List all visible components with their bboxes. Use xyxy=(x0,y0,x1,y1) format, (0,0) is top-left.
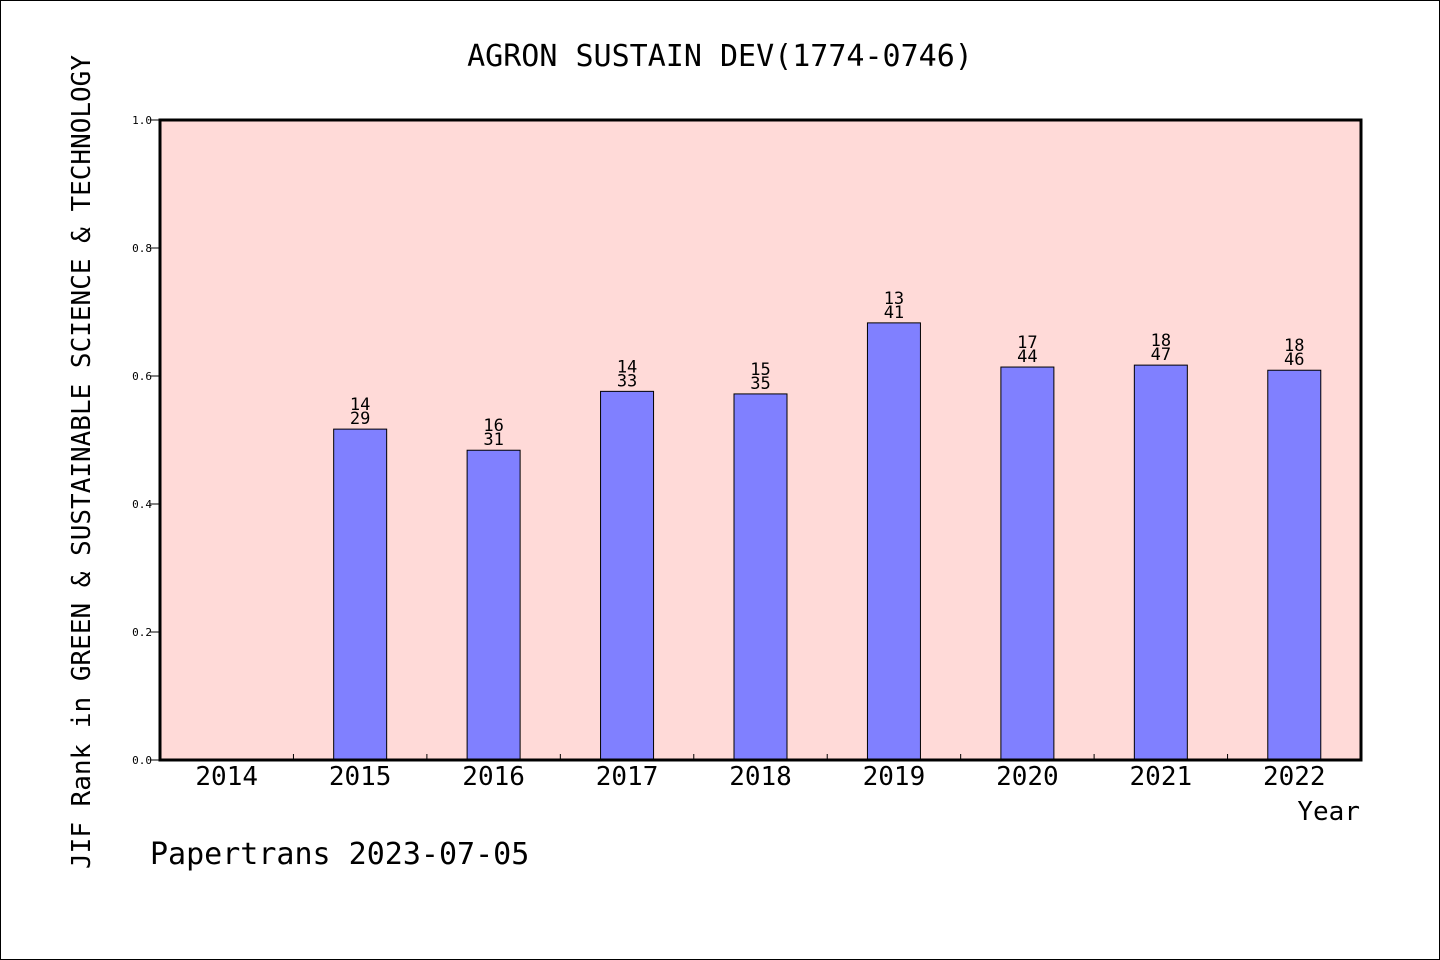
x-tick-label: 2016 xyxy=(462,762,525,792)
y-tick-label: 0.0 xyxy=(132,754,152,767)
rank-label: 13 xyxy=(884,289,904,309)
rank-label: 16 xyxy=(483,416,503,436)
x-tick-label: 2014 xyxy=(195,762,258,792)
x-tick-label: 2020 xyxy=(996,762,1059,792)
bar-2016 xyxy=(466,449,521,761)
y-tick-label: 0.4 xyxy=(132,498,152,511)
y-tick-label: 0.6 xyxy=(132,370,152,383)
footer-credit: Papertrans 2023-07-05 xyxy=(150,837,529,872)
bar-2015 xyxy=(333,428,388,761)
bar-2019 xyxy=(866,322,921,761)
total-label: 31 xyxy=(483,430,503,450)
total-label: 44 xyxy=(1017,347,1037,367)
rank-label: 14 xyxy=(617,357,637,377)
total-label: 47 xyxy=(1151,345,1171,365)
y-tick-label: 0.8 xyxy=(132,242,152,255)
rank-label: 18 xyxy=(1284,336,1304,356)
bar-2022 xyxy=(1267,369,1322,761)
rank-label: 15 xyxy=(750,360,770,380)
bar-2021 xyxy=(1133,364,1188,761)
y-axis-label: JIF Rank in GREEN & SUSTAINABLE SCIENCE … xyxy=(67,55,97,869)
x-tick-label: 2022 xyxy=(1263,762,1326,792)
x-tick-label: 2015 xyxy=(329,762,392,792)
total-label: 33 xyxy=(617,371,637,391)
chart-title: AGRON SUSTAIN DEV(1774-0746) xyxy=(467,39,973,74)
x-tick-label: 2018 xyxy=(729,762,792,792)
bar-2017 xyxy=(600,390,655,761)
x-tick-label: 2021 xyxy=(1130,762,1193,792)
x-tick-label: 2019 xyxy=(863,762,926,792)
y-tick-label: 1.0 xyxy=(132,114,152,127)
y-ticks-group: 0.0 0.2 0.4 0.6 0.8 1.0 xyxy=(132,114,160,767)
rank-label: 17 xyxy=(1017,333,1037,353)
bar-2018 xyxy=(733,393,788,761)
plot-border xyxy=(158,118,1363,762)
x-axis-label: Year xyxy=(1297,797,1360,827)
total-label: 41 xyxy=(884,303,904,323)
rank-label: 14 xyxy=(350,395,370,415)
total-label: 46 xyxy=(1284,350,1304,370)
rank-label: 18 xyxy=(1151,331,1171,351)
total-label: 35 xyxy=(750,374,770,394)
x-ticks-group: 2014 2015 2016 2017 2018 2019 2020 2021 2022 xyxy=(195,754,1326,792)
bars-group xyxy=(333,322,1322,761)
total-label: 29 xyxy=(350,409,370,429)
y-tick-label: 0.2 xyxy=(132,626,152,639)
bar-2020 xyxy=(1000,366,1055,761)
x-tick-label: 2017 xyxy=(596,762,659,792)
